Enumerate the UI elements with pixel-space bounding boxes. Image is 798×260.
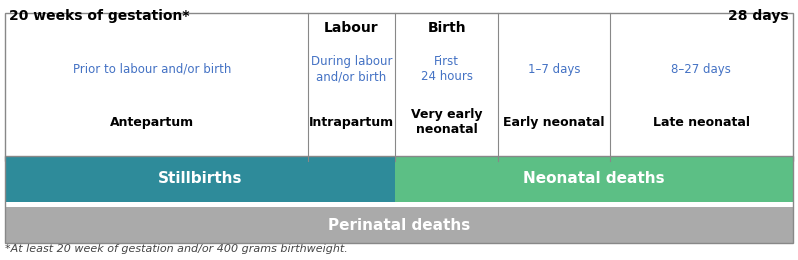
- Text: Birth: Birth: [428, 21, 466, 35]
- Text: Labour: Labour: [324, 21, 378, 35]
- FancyBboxPatch shape: [6, 156, 395, 202]
- Text: Late neonatal: Late neonatal: [653, 116, 749, 129]
- Text: Antepartum: Antepartum: [110, 116, 195, 129]
- Text: 20 weeks of gestation*: 20 weeks of gestation*: [10, 9, 190, 23]
- Text: During labour
and/or birth: During labour and/or birth: [310, 55, 392, 83]
- Text: Neonatal deaths: Neonatal deaths: [523, 171, 665, 186]
- Text: Prior to labour and/or birth: Prior to labour and/or birth: [73, 63, 231, 76]
- FancyBboxPatch shape: [6, 207, 792, 243]
- Text: Early neonatal: Early neonatal: [504, 116, 605, 129]
- Text: Very early
neonatal: Very early neonatal: [411, 108, 483, 136]
- FancyBboxPatch shape: [395, 156, 792, 202]
- Text: Perinatal deaths: Perinatal deaths: [328, 218, 470, 233]
- FancyBboxPatch shape: [6, 13, 792, 161]
- Text: First
24 hours: First 24 hours: [421, 55, 472, 83]
- Text: 1–7 days: 1–7 days: [527, 63, 580, 76]
- Text: *At least 20 week of gestation and/or 400 grams birthweight.: *At least 20 week of gestation and/or 40…: [6, 244, 348, 254]
- Text: Intrapartum: Intrapartum: [309, 116, 394, 129]
- Text: Stillbirths: Stillbirths: [158, 171, 243, 186]
- Text: 28 days: 28 days: [728, 9, 788, 23]
- Text: 8–27 days: 8–27 days: [671, 63, 731, 76]
